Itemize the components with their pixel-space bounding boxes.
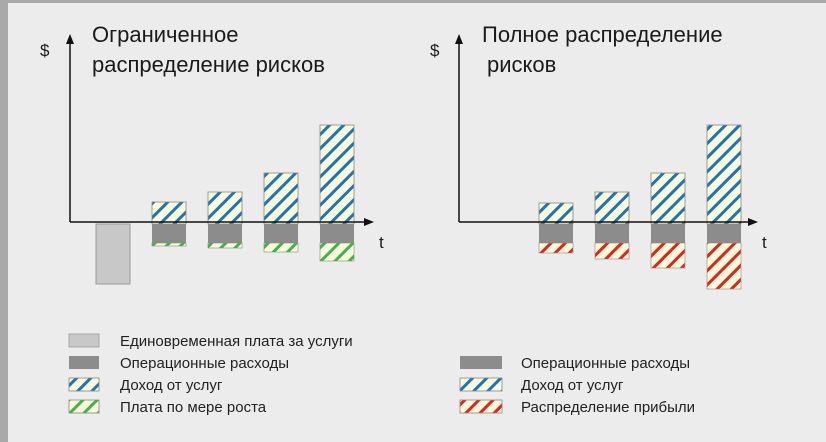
legend-swatch — [459, 377, 503, 392]
legend-item-growth-fee: Плата по мере роста — [68, 399, 267, 416]
bar-profit-share — [650, 242, 686, 269]
period-1 — [538, 202, 574, 254]
legend-label: Операционные расходы — [521, 355, 690, 372]
y-axis-arrow — [66, 34, 74, 44]
bar-service-revenue — [706, 124, 742, 225]
bar-operating-cost — [595, 224, 629, 243]
panel-full-risk: Полное распределение рисков $ t — [430, 22, 767, 290]
bar-profit-share — [594, 242, 630, 260]
y-axis-label: $ — [40, 41, 50, 60]
period-4 — [319, 124, 355, 262]
period-2 — [594, 191, 630, 260]
panel-title-line1: Ограниченное — [92, 22, 239, 47]
bar-one-time-fee — [95, 223, 131, 285]
bar-service-revenue — [650, 172, 686, 225]
legend-item-operating-cost: Операционные расходы — [460, 355, 690, 372]
bar-operating-cost — [707, 224, 741, 243]
legend-swatch — [69, 356, 99, 369]
x-axis-label: t — [762, 233, 767, 252]
bar-service-revenue — [263, 172, 299, 225]
legend-right: Операционные расходы Доход от услуг Расп… — [459, 355, 695, 416]
y-axis-label: $ — [430, 41, 440, 60]
bar-service-revenue — [151, 201, 187, 225]
bar-operating-cost — [320, 224, 354, 243]
legend-swatch — [460, 356, 502, 369]
legend-item-service-revenue: Доход от услуг — [459, 377, 624, 394]
x-axis-arrow — [748, 218, 758, 226]
period-2 — [207, 191, 243, 249]
bar-service-revenue — [538, 202, 574, 225]
bar-growth-fee — [263, 242, 299, 253]
legend-label: Плата по мере роста — [120, 399, 267, 416]
legend-label: Распределение прибыли — [521, 399, 695, 416]
bar-growth-fee — [319, 242, 355, 262]
bar-operating-cost — [208, 224, 242, 243]
panel-title-line2: рисков — [487, 52, 556, 77]
period-3 — [650, 172, 686, 269]
bar-profit-share — [706, 242, 742, 290]
legend-label: Доход от услуг — [120, 377, 223, 394]
bar-service-revenue — [594, 191, 630, 225]
period-4 — [706, 124, 742, 290]
legend-item-profit-share: Распределение прибыли — [459, 399, 695, 416]
legend-swatch — [68, 377, 100, 392]
x-axis-arrow — [364, 218, 374, 226]
legend-label: Доход от услуг — [521, 377, 624, 394]
bar-operating-cost — [651, 224, 685, 243]
legend-item-operating-cost: Операционные расходы — [69, 355, 289, 372]
x-axis-label: t — [379, 233, 384, 252]
panel-title-line2: распределение рисков — [92, 52, 325, 77]
bar-operating-cost — [152, 224, 186, 243]
legend-swatch — [68, 399, 100, 414]
legend-item-one-time-fee: Единовременная плата за услуги — [68, 333, 353, 350]
bar-growth-fee — [151, 242, 187, 247]
bar-service-revenue — [319, 124, 355, 225]
legend-swatch — [68, 333, 100, 348]
legend-item-service-revenue: Доход от услуг — [68, 377, 223, 394]
bar-growth-fee — [207, 242, 243, 249]
panel-limited-risk: Ограниченное распределение рисков $ t — [40, 22, 384, 285]
bar-operating-cost — [264, 224, 298, 243]
legend-label: Единовременная плата за услуги — [120, 333, 353, 350]
legend-label: Операционные расходы — [120, 355, 289, 372]
y-axis-arrow — [455, 34, 463, 44]
bar-service-revenue — [207, 191, 243, 225]
period-1 — [151, 201, 187, 247]
bar-operating-cost — [539, 224, 573, 243]
legend-left: Единовременная плата за услуги Операцион… — [68, 333, 353, 416]
panel-title-line1: Полное распределение — [482, 22, 723, 47]
legend-swatch — [459, 399, 503, 414]
period-3 — [263, 172, 299, 253]
bar-profit-share — [538, 242, 574, 254]
